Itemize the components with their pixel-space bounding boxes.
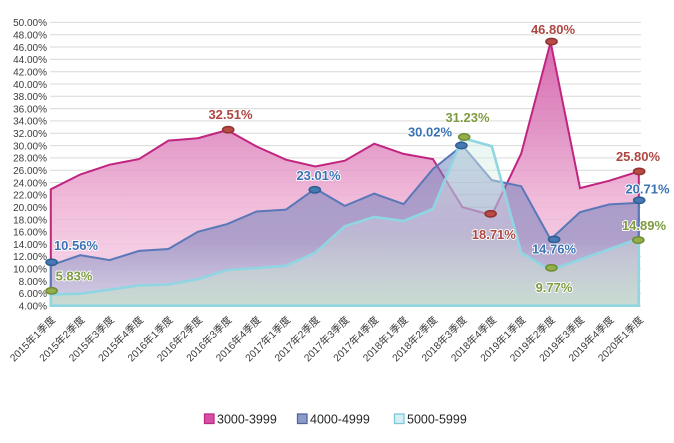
svg-text:34.00%: 34.00% — [13, 117, 47, 128]
svg-text:12.00%: 12.00% — [13, 252, 47, 263]
svg-text:40.00%: 40.00% — [13, 80, 47, 91]
svg-text:36.00%: 36.00% — [13, 104, 47, 115]
svg-text:14.00%: 14.00% — [13, 240, 47, 251]
svg-text:18.71%: 18.71% — [472, 227, 517, 242]
svg-text:48.00%: 48.00% — [13, 31, 47, 42]
svg-text:20.71%: 20.71% — [625, 182, 670, 197]
svg-text:30.02%: 30.02% — [408, 125, 453, 140]
svg-text:44.00%: 44.00% — [13, 55, 47, 66]
svg-text:38.00%: 38.00% — [13, 92, 47, 103]
svg-text:4.00%: 4.00% — [19, 302, 47, 313]
svg-text:5000-5999: 5000-5999 — [407, 413, 467, 427]
svg-text:25.80%: 25.80% — [616, 149, 661, 164]
svg-text:9.77%: 9.77% — [536, 280, 573, 295]
svg-text:42.00%: 42.00% — [13, 68, 47, 79]
svg-text:14.89%: 14.89% — [622, 218, 667, 233]
svg-text:3000-3999: 3000-3999 — [217, 413, 277, 427]
svg-text:28.00%: 28.00% — [13, 154, 47, 165]
svg-text:20.00%: 20.00% — [13, 203, 47, 214]
svg-text:46.00%: 46.00% — [13, 43, 47, 54]
svg-text:6.00%: 6.00% — [19, 289, 47, 300]
svg-text:10.56%: 10.56% — [54, 238, 99, 253]
svg-text:46.80%: 46.80% — [531, 22, 576, 37]
svg-text:16.00%: 16.00% — [13, 228, 47, 239]
svg-text:5.83%: 5.83% — [56, 269, 93, 284]
svg-text:30.00%: 30.00% — [13, 141, 47, 152]
svg-text:26.00%: 26.00% — [13, 166, 47, 177]
svg-text:22.00%: 22.00% — [13, 191, 47, 202]
svg-text:4000-4999: 4000-4999 — [310, 413, 370, 427]
svg-text:18.00%: 18.00% — [13, 215, 47, 226]
svg-text:10.00%: 10.00% — [13, 265, 47, 276]
svg-text:23.01%: 23.01% — [296, 168, 341, 183]
svg-text:32.00%: 32.00% — [13, 129, 47, 140]
svg-text:24.00%: 24.00% — [13, 178, 47, 189]
svg-text:14.76%: 14.76% — [532, 241, 577, 256]
svg-text:50.00%: 50.00% — [13, 18, 47, 29]
svg-text:31.23%: 31.23% — [445, 110, 490, 125]
svg-text:32.51%: 32.51% — [208, 107, 253, 122]
svg-text:8.00%: 8.00% — [19, 277, 47, 288]
